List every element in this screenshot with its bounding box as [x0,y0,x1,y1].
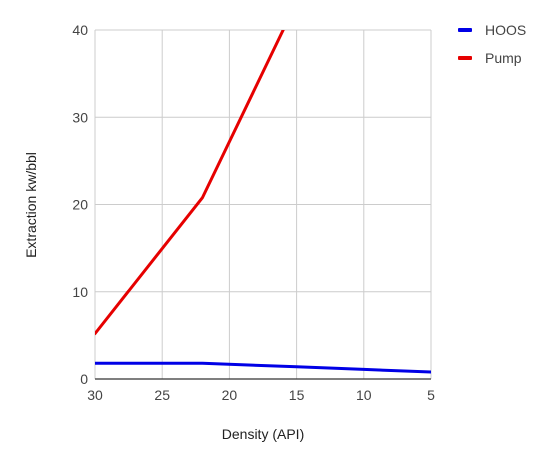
x-tick-label: 5 [427,387,435,403]
y-axis-title: Extraction kw/bbl [23,152,39,258]
x-axis-title: Density (API) [222,426,304,442]
y-tick-label: 20 [72,197,88,213]
legend-label-hoos: HOOS [485,22,526,38]
y-tick-label: 40 [72,22,88,38]
legend-swatch-pump [458,56,472,60]
legend-item-hoos: HOOS [458,22,526,38]
series-line-pump [95,30,285,336]
series-lines [95,30,431,374]
legend-label-pump: Pump [485,50,522,66]
x-tick-label: 20 [222,387,238,403]
x-tick-label: 15 [289,387,305,403]
x-tick-label: 30 [87,387,103,403]
tick-labels: 30 25 20 15 10 5 0 10 20 30 40 [72,22,435,403]
y-tick-label: 10 [72,284,88,300]
legend: HOOS Pump [458,22,526,66]
y-tick-label: 0 [80,371,88,387]
gridlines [94,29,432,379]
legend-swatch-hoos [458,28,472,32]
series-line-hoos [95,361,431,374]
x-tick-label: 10 [356,387,372,403]
y-tick-label: 30 [72,109,88,125]
x-tick-label: 25 [154,387,170,403]
legend-item-pump: Pump [458,50,522,66]
